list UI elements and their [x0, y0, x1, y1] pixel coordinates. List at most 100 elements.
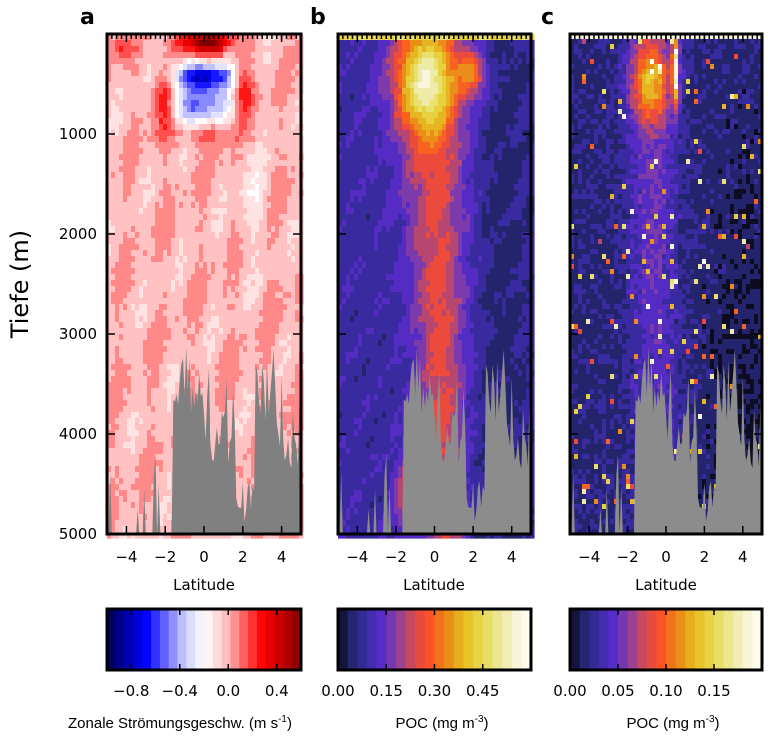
heatmap-cell [239, 130, 244, 137]
heatmap-cell [155, 304, 160, 311]
heatmap-cell [127, 280, 132, 287]
heatmap-cell [235, 130, 240, 137]
heatmap-cell [163, 58, 168, 65]
heatmap-cell [243, 412, 248, 419]
heatmap-cell [211, 406, 216, 413]
heatmap-cell [239, 76, 244, 83]
heatmap-cell [111, 232, 116, 239]
heatmap-cell [219, 334, 224, 341]
heatmap-cell [243, 34, 248, 41]
heatmap-cell [131, 274, 136, 281]
heatmap-cell [267, 160, 272, 167]
heatmap-cell [458, 70, 463, 77]
heatmap-cell [131, 220, 136, 227]
heatmap-cell [247, 190, 252, 197]
heatmap-cell [279, 160, 284, 167]
heatmap-cell [167, 244, 172, 251]
heatmap-cell [187, 64, 192, 71]
heatmap-cell [223, 268, 228, 275]
heatmap-cell [147, 244, 152, 251]
heatmap-cell [179, 232, 184, 239]
heatmap-cell [107, 82, 112, 89]
heatmap-cell [207, 100, 212, 107]
heatmap-cell [111, 394, 116, 401]
heatmap-cell [119, 478, 124, 485]
heatmap-cell [151, 154, 156, 161]
heatmap-cell [494, 40, 499, 47]
heatmap-cell [390, 94, 395, 101]
heatmap-cell [438, 34, 443, 41]
heatmap-cell [191, 238, 196, 245]
heatmap-cell [111, 514, 116, 521]
heatmap-cell [239, 346, 244, 353]
heatmap-cell [171, 328, 176, 335]
heatmap-cell [207, 334, 212, 341]
heatmap-cell [111, 388, 116, 395]
heatmap-cell [151, 268, 156, 275]
heatmap-cell [506, 46, 511, 53]
heatmap-cell [211, 70, 216, 77]
heatmap-cell [279, 190, 284, 197]
heatmap-cell [139, 322, 144, 329]
heatmap-cell [195, 64, 200, 71]
heatmap-cell [283, 46, 288, 53]
heatmap-cell [159, 244, 164, 251]
heatmap-cell [191, 82, 196, 89]
heatmap-cell [235, 460, 240, 467]
heatmap-cell [239, 184, 244, 191]
heatmap-cell [203, 34, 208, 41]
heatmap-cell [494, 112, 499, 119]
heatmap-cell [418, 88, 423, 95]
heatmap-cell [207, 328, 212, 335]
heatmap-cell [235, 214, 240, 221]
heatmap-cell [219, 388, 224, 395]
heatmap-cell [203, 424, 208, 431]
heatmap-cell [239, 334, 244, 341]
heatmap-cell [370, 112, 375, 119]
heatmap-cell [195, 112, 200, 119]
plot-area-b [338, 34, 535, 539]
heatmap-cell [167, 400, 172, 407]
heatmap-cell [123, 352, 128, 359]
heatmap-cell [263, 388, 268, 395]
heatmap-cell [287, 130, 292, 137]
heatmap-cell [279, 154, 284, 161]
heatmap-cell [338, 34, 343, 41]
heatmap-cell [418, 94, 423, 101]
heatmap-cell [243, 64, 248, 71]
heatmap-cell [175, 244, 180, 251]
heatmap-cell [295, 310, 300, 317]
heatmap-cell [486, 70, 491, 77]
heatmap-cell [183, 340, 188, 347]
heatmap-cell [418, 64, 423, 71]
heatmap-cell [147, 88, 152, 95]
heatmap-cell [259, 214, 264, 221]
heatmap-cell [295, 58, 300, 65]
heatmap-cell [107, 484, 112, 491]
heatmap-cell [255, 76, 260, 83]
heatmap-cell [251, 334, 256, 341]
heatmap-cell [111, 460, 116, 467]
heatmap-cell [159, 124, 164, 131]
heatmap-cell [171, 208, 176, 215]
heatmap-cell [147, 460, 152, 467]
heatmap-cell [219, 394, 224, 401]
heatmap-cell [191, 136, 196, 143]
heatmap-cell [279, 286, 284, 293]
heatmap-cell [243, 46, 248, 53]
heatmap-cell [255, 334, 260, 341]
heatmap-cell [195, 394, 200, 401]
heatmap-cell [386, 64, 391, 71]
heatmap-cell [131, 124, 136, 131]
heatmap-cell [191, 208, 196, 215]
heatmap-cell [219, 202, 224, 209]
heatmap-cell [362, 46, 367, 53]
heatmap-cell [163, 208, 168, 215]
heatmap-cell [203, 394, 208, 401]
heatmap-cell [155, 226, 160, 233]
heatmap-cell [275, 214, 280, 221]
heatmap-cell [243, 190, 248, 197]
heatmap-cell [243, 466, 248, 473]
heatmap-cell [227, 130, 232, 137]
heatmap-cell [115, 430, 120, 437]
